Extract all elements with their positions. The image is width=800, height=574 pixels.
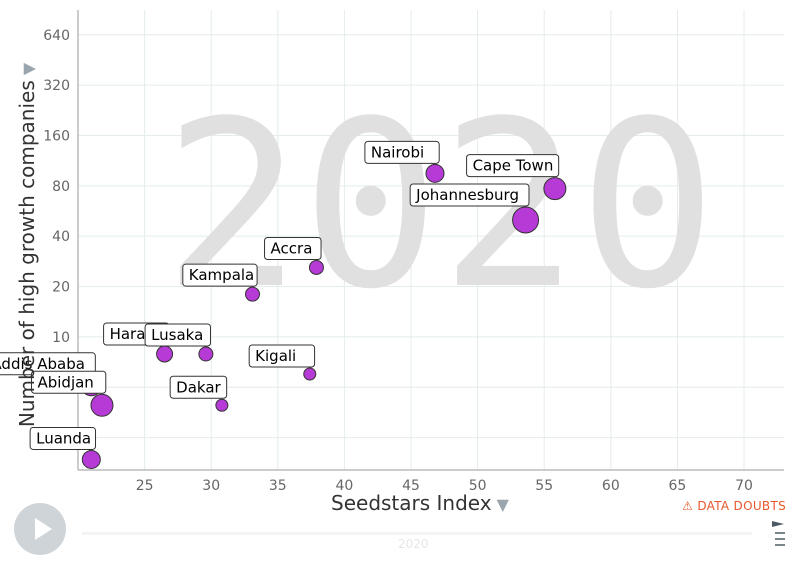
x-tick-label: 35: [269, 478, 287, 494]
x-tick-label: 70: [735, 478, 753, 494]
y-tick-label: 40: [52, 229, 70, 245]
label-text: Luanda: [36, 429, 91, 447]
axes: 253035404550556065702.551020408016032064…: [43, 10, 784, 494]
label-box: [248, 344, 316, 368]
label-text: Accra: [271, 239, 313, 257]
x-tick-label: 55: [535, 478, 553, 494]
time-slider[interactable]: [82, 532, 752, 535]
label-text: Kigali: [255, 347, 296, 365]
y-tick-label: 80: [52, 179, 70, 195]
y-tick-label: 640: [43, 28, 70, 44]
x-tick-label: 50: [469, 478, 487, 494]
label-text: Dakar: [176, 378, 221, 396]
slider-year-label: 2020: [398, 537, 429, 551]
label-cape-town[interactable]: Cape Town: [466, 154, 560, 178]
x-tick-label: 25: [136, 478, 154, 494]
label-dakar[interactable]: Dakar: [169, 375, 228, 399]
x-axis-title[interactable]: Seedstars Index ▼: [331, 491, 510, 515]
x-tick-label: 60: [602, 478, 620, 494]
bubble-cape-town[interactable]: Cape Town: [543, 177, 567, 201]
bubble-nairobi[interactable]: Nairobi: [425, 163, 445, 183]
x-tick-label: 45: [402, 478, 420, 494]
label-johannesburg[interactable]: Johannesburg: [409, 183, 530, 207]
label-box: [30, 370, 107, 394]
label-addis-ababa[interactable]: Addis Ababa: [0, 352, 96, 376]
x-tick-label: 30: [202, 478, 220, 494]
bubble-dakar[interactable]: Dakar: [215, 398, 229, 412]
label-accra[interactable]: Accra: [264, 236, 322, 260]
bubble-abidjan[interactable]: Abidjan: [90, 393, 114, 417]
label-text: Cape Town: [473, 157, 554, 175]
bubble-labels: Nairobi Cape Town Johannesburg Accra Kampala…: [0, 140, 560, 450]
menu-icon[interactable]: [772, 520, 786, 550]
data-doubts-link[interactable]: ⚠ DATA DOUBTS: [682, 499, 786, 513]
play-icon: [35, 518, 52, 540]
bubble-kigali[interactable]: Kigali: [303, 367, 317, 381]
y-tick-label: 160: [43, 128, 70, 144]
label-box: [264, 236, 322, 260]
label-lusaka[interactable]: Lusaka: [144, 323, 211, 347]
label-box: [182, 263, 258, 287]
label-box: [409, 183, 530, 207]
play-button[interactable]: [14, 503, 66, 555]
bubble-harare[interactable]: Harare: [156, 345, 174, 363]
label-box: [169, 375, 228, 399]
label-box: [466, 154, 560, 178]
x-tick-label: 40: [336, 478, 354, 494]
label-text: Kampala: [189, 266, 254, 284]
label-nairobi[interactable]: Nairobi: [364, 140, 440, 164]
y-tick-label: 10: [52, 330, 70, 346]
label-text: Lusaka: [151, 326, 203, 344]
bubble-luanda[interactable]: Luanda: [81, 449, 101, 469]
label-text: Johannesburg: [415, 186, 519, 204]
year-watermark: 2020: [163, 73, 717, 340]
label-text: Addis Ababa: [0, 355, 85, 373]
label-abidjan[interactable]: Abidjan: [30, 370, 107, 394]
y-axis-title[interactable]: Number of high growth companies ▼: [15, 62, 39, 427]
bubble-accra[interactable]: Accra: [308, 259, 324, 275]
bubble-lusaka[interactable]: Lusaka: [198, 346, 214, 362]
label-text: Abidjan: [37, 373, 93, 391]
x-tick-label: 65: [669, 478, 687, 494]
y-tick-label: 320: [43, 78, 70, 94]
label-luanda[interactable]: Luanda: [29, 426, 97, 450]
y-tick-label: 20: [52, 280, 70, 296]
bubble-johannesburg[interactable]: Johannesburg: [512, 206, 540, 234]
label-box: [364, 140, 440, 164]
label-box: [144, 323, 211, 347]
label-kigali[interactable]: Kigali: [248, 344, 316, 368]
label-text: Nairobi: [371, 143, 424, 161]
label-box: [29, 426, 97, 450]
bubble-kampala[interactable]: Kampala: [245, 286, 261, 302]
label-kampala[interactable]: Kampala: [182, 263, 258, 287]
